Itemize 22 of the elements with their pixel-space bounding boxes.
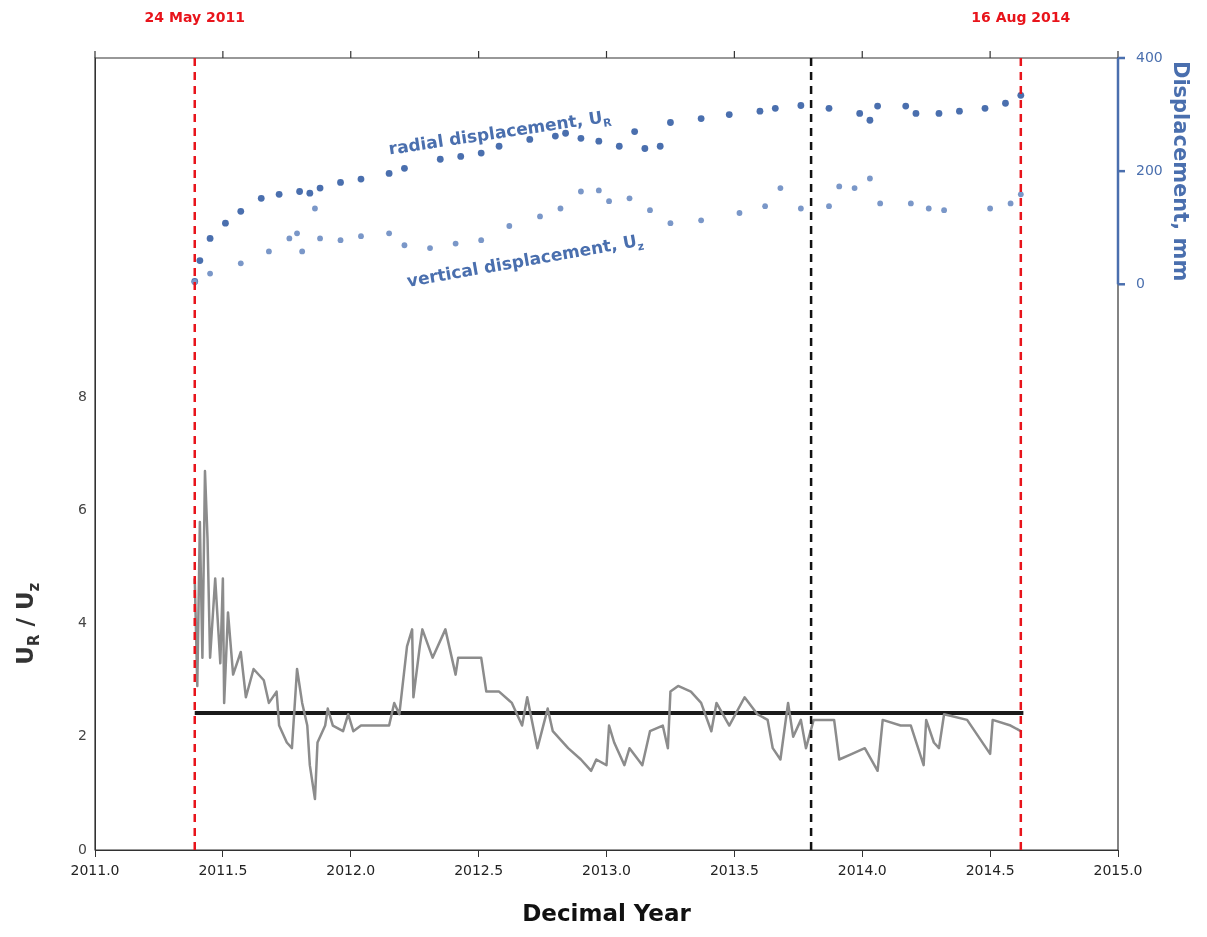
y2-tick-label: 400 xyxy=(1136,48,1163,65)
y2-tick-label: 200 xyxy=(1136,161,1163,178)
y2-axis-title: Displacement, mm xyxy=(1169,60,1193,282)
y2-tick-label: 0 xyxy=(1136,274,1145,291)
y-tick-label: 2 xyxy=(78,727,87,744)
y-tick-label: 8 xyxy=(78,388,87,405)
y-tick-label: 4 xyxy=(78,614,88,631)
ref-line-label: 24 May 2011 xyxy=(144,9,245,25)
x-tick-label: 2014.5 xyxy=(965,862,1015,879)
x-tick-label: 2014.0 xyxy=(837,862,887,879)
y-axis-title: UR / Uz xyxy=(12,582,43,665)
x-tick-label: 2011.5 xyxy=(198,862,248,879)
x-tick-label: 2013.0 xyxy=(582,862,631,879)
y-tick-label: 0 xyxy=(78,840,87,857)
x-axis-title: Decimal Year xyxy=(522,900,692,926)
y-tick-label: 6 xyxy=(78,501,88,518)
ref-line-label: 16 Aug 2014 xyxy=(971,9,1071,25)
x-tick-label: 2012.0 xyxy=(326,862,376,879)
x-tick-label: 2013.5 xyxy=(709,862,759,879)
x-tick-label: 2012.5 xyxy=(454,862,504,879)
x-tick-label: 2011.0 xyxy=(70,862,120,879)
x-tick-label: 2015.0 xyxy=(1093,862,1143,879)
